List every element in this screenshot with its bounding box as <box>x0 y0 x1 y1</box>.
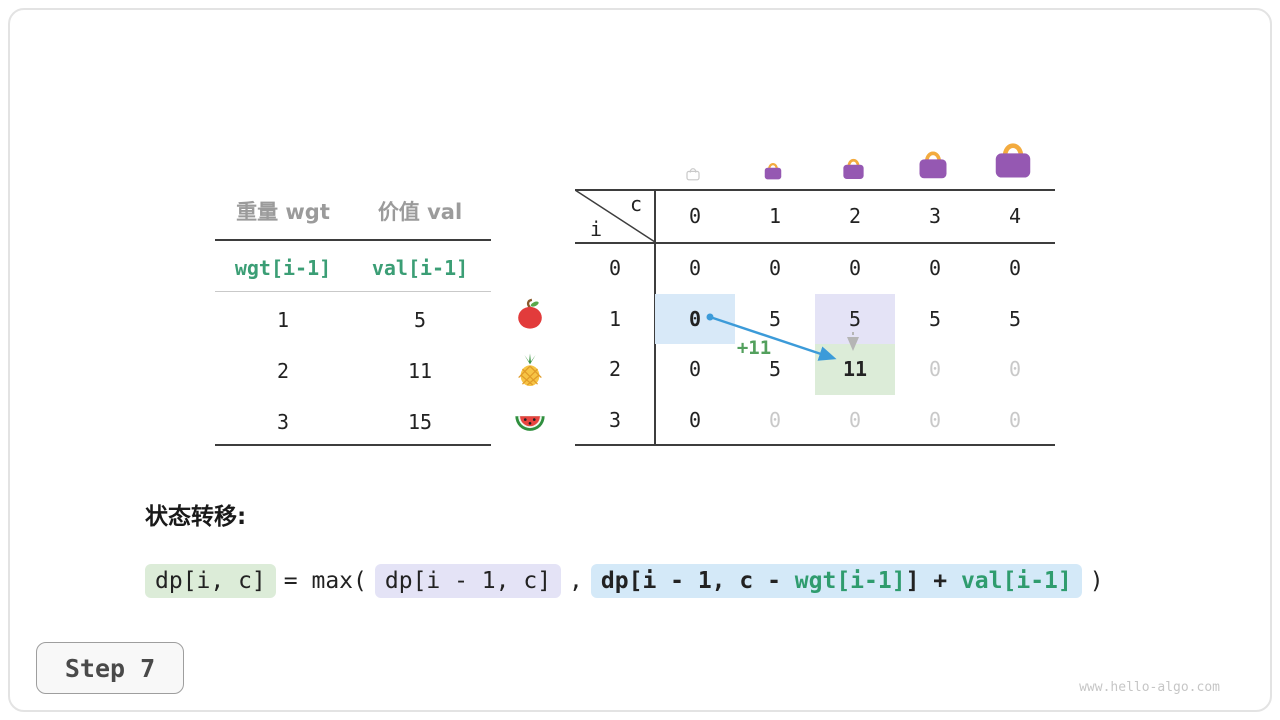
watermelon-icon <box>515 416 545 431</box>
bag-icon <box>764 163 782 180</box>
dp-cell: 0 <box>848 407 862 432</box>
divider <box>215 291 491 292</box>
dp-cell: 5 <box>1008 306 1022 331</box>
apple-icon <box>518 298 542 329</box>
dp-cell: 0 <box>848 256 862 281</box>
item-row-val: 11 <box>407 359 433 383</box>
transition-formula: dp[i, c] = max( dp[i - 1, c] , dp[i - 1,… <box>145 560 1104 602</box>
item-row-wgt: 1 <box>276 308 290 332</box>
dp-cell: 0 <box>1008 357 1022 382</box>
divider <box>654 189 656 446</box>
arrow-add-label: +11 <box>736 337 772 359</box>
formula-comma: , <box>569 568 583 594</box>
dp-cell: 0 <box>768 256 782 281</box>
divider <box>575 242 1055 244</box>
dp-corner-cell: c i <box>574 189 656 243</box>
dp-cell: 0 <box>928 357 942 382</box>
formula-term-take: dp[i - 1, c - wgt[i-1]] + val[i-1] <box>590 564 1082 598</box>
dp-cell: 0 <box>688 407 702 432</box>
bag-icon <box>686 168 700 181</box>
formula-lhs: dp[i, c] <box>145 564 276 598</box>
dp-column-headers: 0 1 2 3 4 <box>655 190 1055 242</box>
watermark: www.hello-algo.com <box>1079 680 1220 695</box>
formula-term-keep: dp[i - 1, c] <box>374 564 562 598</box>
formula-equals: = max( <box>283 568 367 594</box>
formula-term-take-text: dp[i - 1, c - <box>600 568 795 594</box>
dp-cell: 0 <box>688 357 702 382</box>
dp-cell: 0 <box>1008 407 1022 432</box>
dp-cell: 0 <box>1008 256 1022 281</box>
formula-term-take-text: ] + <box>905 568 961 594</box>
items-col-weight-header: 重量 wgt <box>236 200 330 224</box>
dp-cell-current-highlight: 11 <box>815 344 895 395</box>
items-formula-wgt: wgt[i-1] <box>234 256 332 280</box>
dp-row-headers: 0 1 2 3 <box>575 243 655 445</box>
divider <box>575 444 1055 446</box>
dp-cell: 0 <box>928 256 942 281</box>
diagonal-divider <box>574 189 656 243</box>
dp-col-variable: c <box>629 192 642 216</box>
transition-title: 状态转移: <box>145 504 247 530</box>
divider <box>575 189 1055 191</box>
divider <box>215 239 491 241</box>
bag-icon <box>919 151 947 179</box>
dp-cell: 0 <box>768 407 782 432</box>
dp-cell: 0 <box>688 256 702 281</box>
dp-cell: 5 <box>928 306 942 331</box>
dp-row-header: 2 <box>608 357 622 382</box>
dp-cell-source-highlight: 0 <box>655 293 735 344</box>
divider <box>215 444 491 446</box>
dp-col-header: 0 <box>688 204 702 228</box>
formula-val-ref: val[i-1] <box>960 568 1072 594</box>
bag-icon <box>843 158 864 179</box>
dp-col-header: 1 <box>768 204 782 228</box>
dp-col-header: 4 <box>1008 204 1022 228</box>
dp-row-variable: i <box>590 217 603 241</box>
items-formula-val: val[i-1] <box>371 256 469 280</box>
dp-table-cells: 0 0 0 0 0 0 5 5 5 5 0 5 11 0 0 0 0 0 0 0 <box>655 243 1055 445</box>
dp-cell: 5 <box>768 357 782 382</box>
items-col-value-header: 价值 val <box>377 200 463 224</box>
dp-row-header: 1 <box>608 306 622 331</box>
formula-wgt-ref: wgt[i-1] <box>794 568 906 594</box>
dp-cell: 0 <box>928 407 942 432</box>
dp-row-header: 0 <box>608 256 622 281</box>
item-row-wgt: 2 <box>276 359 290 383</box>
dp-col-header: 3 <box>928 204 942 228</box>
pineapple-icon <box>518 353 542 387</box>
dp-row-header: 3 <box>608 407 622 432</box>
item-row-val: 15 <box>407 410 433 434</box>
step-badge: Step 7 <box>36 642 184 694</box>
formula-close-paren: ) <box>1089 568 1104 594</box>
dp-col-header: 2 <box>848 204 862 228</box>
item-row-val: 5 <box>413 308 427 332</box>
dp-cell-above-highlight: 5 <box>815 293 895 344</box>
bag-icon <box>995 143 1031 178</box>
item-row-wgt: 3 <box>276 410 290 434</box>
